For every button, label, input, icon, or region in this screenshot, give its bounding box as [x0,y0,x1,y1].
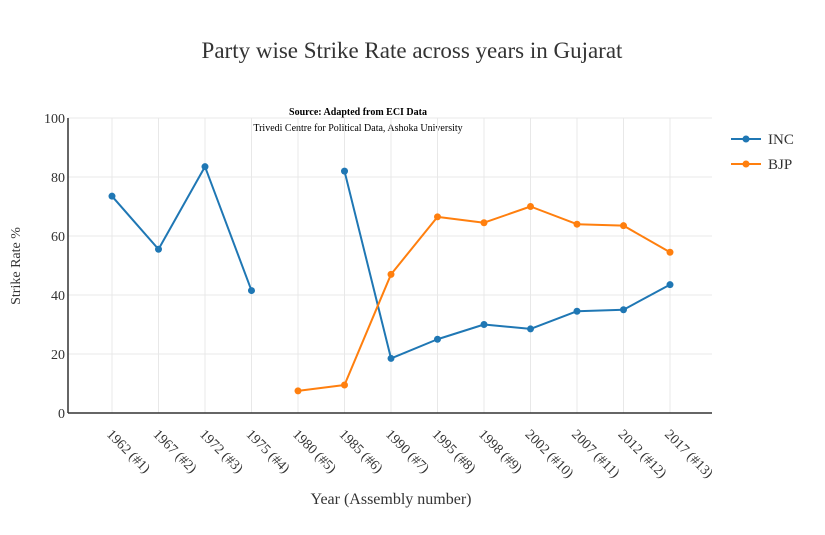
data-point-bjp [573,220,581,228]
y-tick-label: 20 [51,348,65,363]
x-tick-label: 1990 (#7) [382,427,432,477]
data-point-bjp [387,270,395,278]
data-point-bjp [341,381,348,389]
data-point-bjp [620,222,627,230]
x-tick-label: 2012 (#12) [615,427,670,482]
data-point-bjp [434,213,441,221]
y-tick-label: 100 [44,112,65,127]
legend-swatch-marker-inc [742,135,750,143]
legend-swatch-marker-bjp [742,160,750,168]
legend: INC BJP [731,132,794,173]
legend-item-inc: INC [731,132,794,148]
series-line-inc [111,165,253,291]
series-layer [108,163,674,395]
data-point-inc [620,306,627,314]
y-axis-title: Strike Rate % [9,227,24,305]
series-bjp [294,203,674,395]
data-point-bjp [480,219,488,227]
chart-title: Party wise Strike Rate across years in G… [202,38,624,63]
legend-item-bjp: BJP [731,157,792,173]
grid-layer [68,117,712,413]
x-tick-label: 1967 (#2) [150,427,200,477]
data-point-bjp [666,248,674,256]
data-point-inc [527,325,534,333]
data-point-inc [155,245,162,253]
data-point-inc [341,167,348,175]
series-inc [108,163,674,362]
series-line-inc [343,170,671,360]
x-tick-label: 2017 (#13) [661,427,716,482]
source-annotation-line2: Trivedi Centre for Political Data, Ashok… [253,123,462,134]
x-tick-label: 2007 (#11) [568,427,622,481]
data-point-inc [387,354,395,362]
x-tick-label: 1975 (#4) [243,427,293,477]
data-point-inc [573,307,581,315]
data-point-inc [108,192,116,200]
x-tick-label: 1972 (#3) [196,427,246,477]
data-point-bjp [527,203,534,210]
x-tick-label: 1962 (#1) [103,427,153,477]
y-tick-label: 40 [51,289,65,304]
data-point-inc [480,321,488,328]
y-tick-label: 0 [58,407,65,422]
x-tick-label: 1998 (#9) [475,427,525,477]
data-point-inc [248,287,255,295]
legend-label-inc: INC [768,132,794,148]
y-tick-label: 60 [51,230,65,245]
x-tick-label: 1985 (#6) [336,427,386,477]
x-tick-label: 1980 (#5) [289,427,339,477]
data-point-inc [666,281,674,289]
x-tick-label: 1995 (#8) [429,427,479,477]
data-point-inc [201,163,209,171]
data-point-inc [434,335,441,343]
y-tick-label: 80 [51,171,65,186]
x-axis-title: Year (Assembly number) [310,491,471,508]
x-tick-label: 2002 (#10) [522,427,577,482]
legend-label-bjp: BJP [768,157,792,173]
data-point-bjp [294,387,302,395]
source-annotation-line1: Source: Adapted from ECI Data [289,107,427,118]
